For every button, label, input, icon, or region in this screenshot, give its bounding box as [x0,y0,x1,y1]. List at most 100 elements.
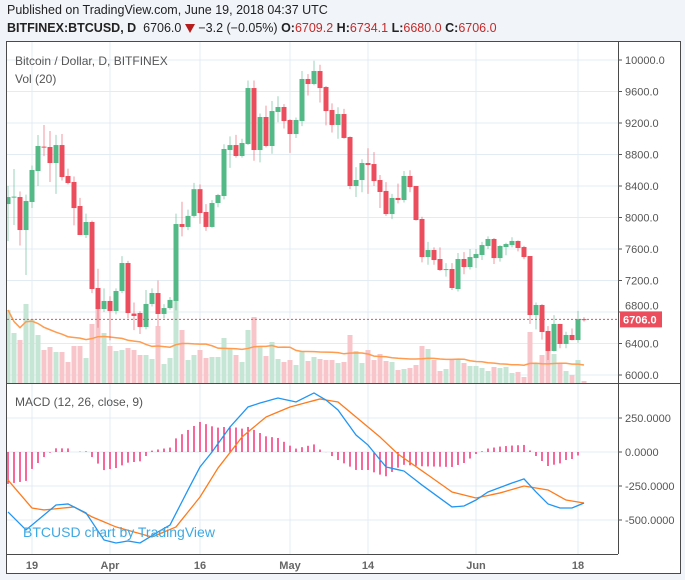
candle[interactable] [209,200,215,228]
candle[interactable] [251,80,257,161]
candle[interactable] [131,302,137,331]
candle[interactable] [425,241,431,265]
candle[interactable] [71,176,77,226]
candle[interactable] [35,134,41,186]
candle[interactable] [263,105,269,148]
candle[interactable] [59,134,65,181]
candle[interactable] [179,201,185,237]
candle[interactable] [137,311,143,335]
candle[interactable] [107,296,113,341]
candle[interactable] [575,310,581,343]
candle[interactable] [299,71,305,127]
candle[interactable] [269,100,275,154]
candle[interactable] [539,304,545,340]
candle[interactable] [65,168,71,185]
candle[interactable] [203,204,209,231]
candle[interactable] [323,85,329,126]
candle[interactable] [377,174,383,209]
candle[interactable] [467,249,473,270]
candle[interactable] [461,252,467,275]
candle[interactable] [197,184,203,224]
candle[interactable] [293,117,299,138]
candle[interactable] [395,183,401,204]
candle[interactable] [113,288,119,315]
candle[interactable] [419,216,425,263]
candle[interactable] [353,167,359,198]
candle[interactable] [527,256,533,324]
candle[interactable] [191,182,197,218]
candle[interactable] [569,328,575,341]
candle[interactable] [95,268,101,328]
candle[interactable] [215,193,221,208]
candle[interactable] [431,247,437,265]
candle[interactable] [17,191,23,246]
main-legend[interactable]: Bitcoin / Dollar, D, BITFINEX [15,54,168,68]
candle[interactable] [245,80,251,146]
candle[interactable] [383,182,389,216]
candle[interactable] [443,263,449,277]
candle[interactable] [287,119,293,153]
candle[interactable] [359,159,365,193]
candle[interactable] [29,165,35,209]
candle[interactable] [413,186,419,221]
candle[interactable] [437,247,443,272]
candle[interactable] [311,60,317,86]
candle[interactable] [155,280,161,327]
candle[interactable] [305,74,311,96]
candle[interactable] [509,237,515,248]
candle[interactable] [41,124,47,157]
candle[interactable] [449,263,455,290]
candle[interactable] [407,170,413,193]
candle[interactable] [491,237,497,264]
candle[interactable] [77,197,83,235]
candle[interactable] [281,104,287,129]
candle[interactable] [221,144,227,200]
candle[interactable] [389,193,395,220]
candle[interactable] [473,249,479,268]
candle[interactable] [119,256,125,294]
candle[interactable] [53,134,59,194]
candle[interactable] [521,245,527,260]
candle[interactable] [149,288,155,307]
candle[interactable] [161,304,167,319]
candle[interactable] [455,252,461,292]
candle[interactable] [257,113,263,163]
candle[interactable] [329,103,335,133]
candle[interactable] [23,194,29,275]
candle[interactable] [11,168,17,225]
candle[interactable] [479,241,485,261]
candle[interactable] [401,171,407,203]
candle[interactable] [101,288,107,312]
candle[interactable] [6,186,11,242]
candle[interactable] [503,242,509,256]
candle[interactable] [125,260,131,319]
macd-legend[interactable]: MACD (12, 26, close, 9) [15,395,144,409]
candle[interactable] [167,297,173,310]
candle[interactable] [347,136,353,190]
candle[interactable] [365,148,371,194]
candle[interactable] [335,107,341,139]
candle[interactable] [341,108,347,139]
candle[interactable] [173,213,179,311]
volume-legend[interactable]: Vol (20) [15,72,57,86]
candle[interactable] [317,64,323,103]
candle[interactable] [497,245,503,262]
candle[interactable] [227,136,233,168]
candle[interactable] [545,326,551,361]
candle[interactable] [143,289,149,330]
candle[interactable] [557,323,563,349]
candle[interactable] [47,130,53,182]
candle[interactable] [515,240,521,252]
candle[interactable] [239,138,245,158]
candle[interactable] [275,96,281,123]
candle[interactable] [563,331,569,349]
candle[interactable] [89,220,95,294]
candle[interactable] [485,236,491,249]
candle[interactable] [551,315,557,352]
candle[interactable] [371,152,377,186]
candle[interactable] [533,302,539,330]
candle[interactable] [83,213,89,238]
candle[interactable] [185,209,191,231]
candle[interactable] [233,134,239,158]
